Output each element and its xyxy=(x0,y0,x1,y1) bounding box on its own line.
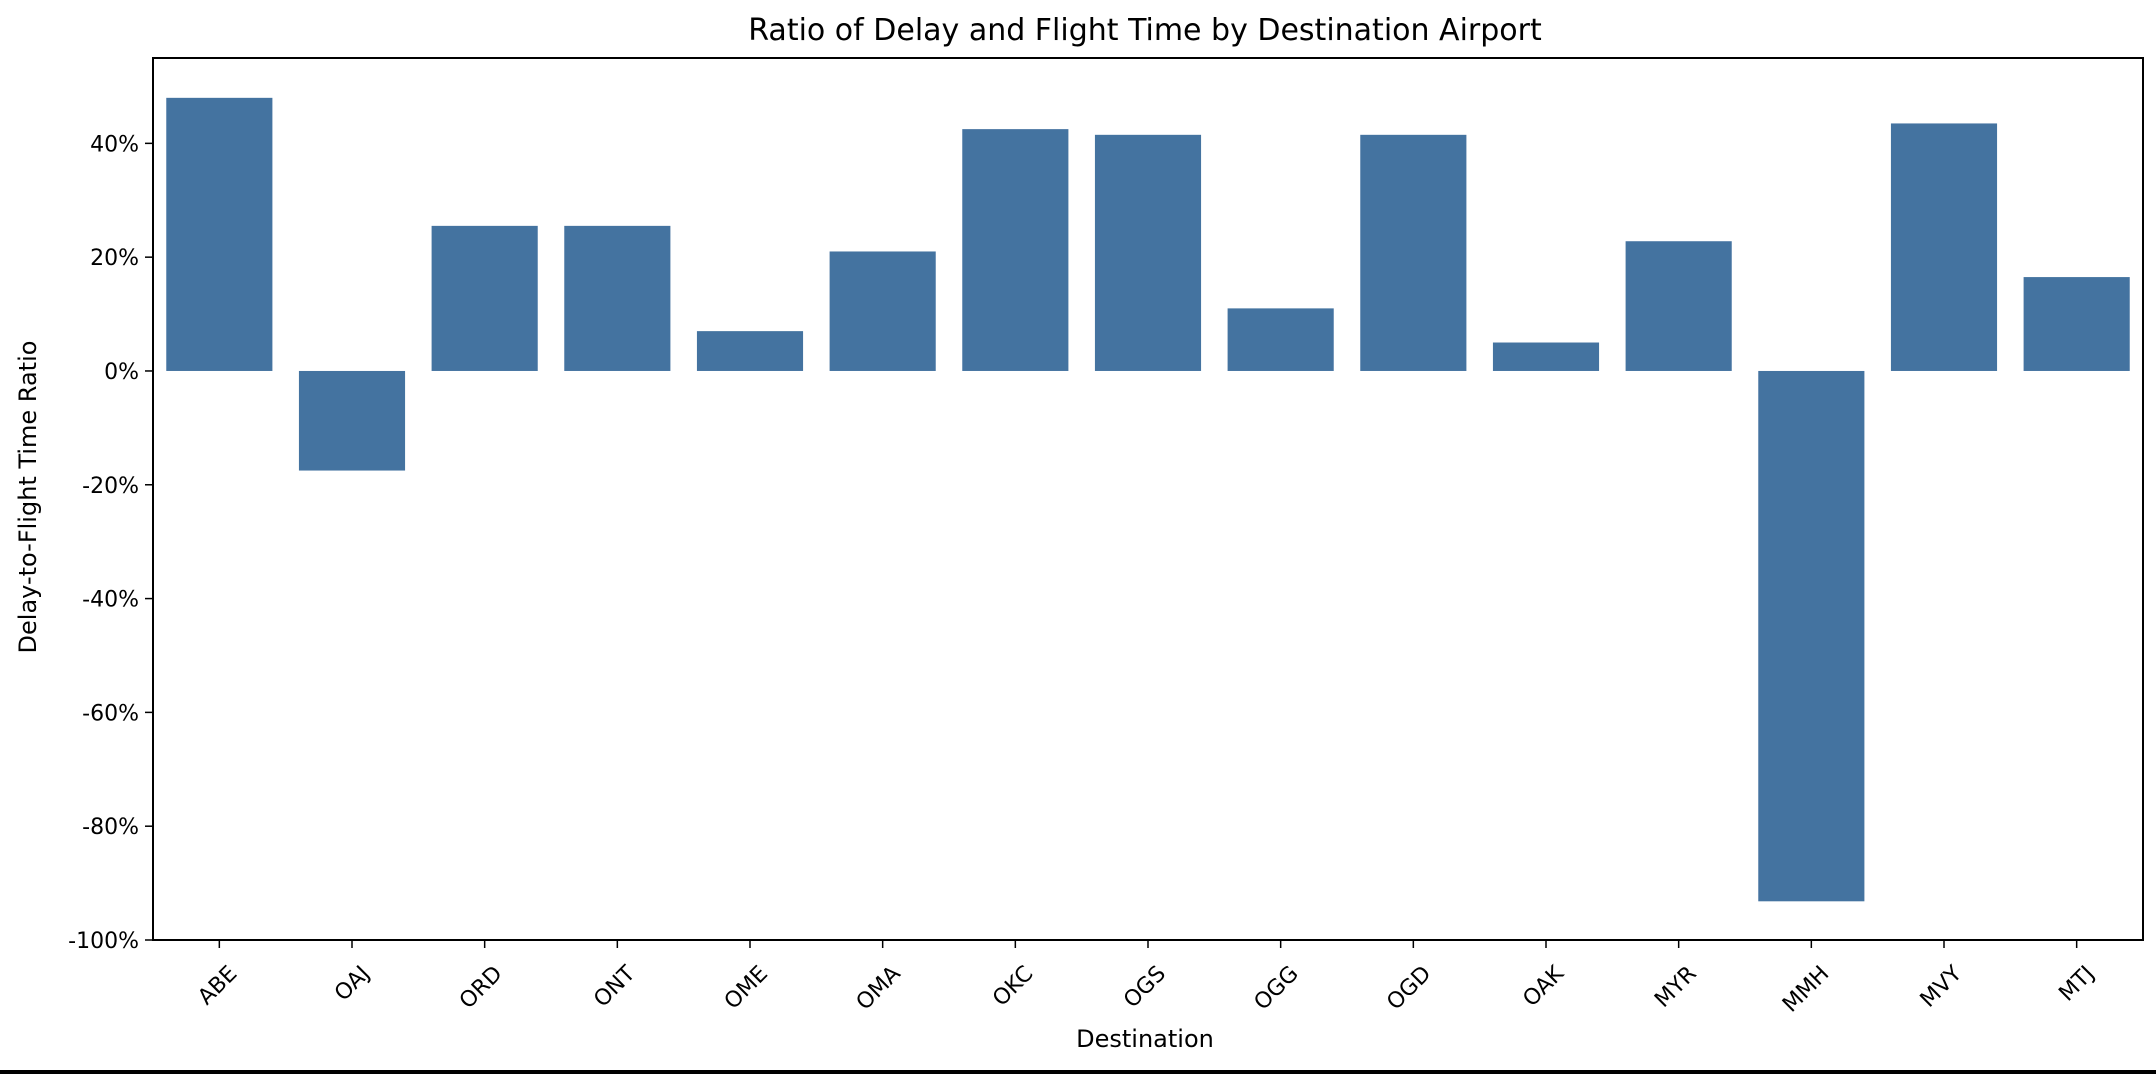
x-tick-label: OGG xyxy=(1250,961,1304,1015)
x-tick-label: OAJ xyxy=(330,961,375,1006)
x-tick-label: MTJ xyxy=(2054,961,2099,1006)
bar-oak xyxy=(1492,342,1600,371)
y-tick-label: -20% xyxy=(82,474,139,499)
x-tick-label: OME xyxy=(720,961,773,1014)
x-tick-label: OMA xyxy=(852,961,906,1015)
bar-abe xyxy=(166,97,273,371)
x-tick-label: ONT xyxy=(589,961,640,1012)
bar-okc xyxy=(962,129,1069,371)
bar-ogs xyxy=(1094,134,1202,371)
x-tick-label: OAK xyxy=(1519,961,1570,1012)
bar-mtj xyxy=(2023,277,2130,371)
y-tick-label: 0% xyxy=(104,360,139,385)
bar-ogg xyxy=(1227,308,1334,371)
y-tick-label: -60% xyxy=(82,701,139,726)
y-axis-label: Delay-to-Flight Time Ratio xyxy=(14,341,42,654)
bar-mmh xyxy=(1758,370,1865,902)
bar-ord xyxy=(431,225,538,371)
chart-title: Ratio of Delay and Flight Time by Destin… xyxy=(748,13,1542,48)
x-tick-label: MVY xyxy=(1916,961,1968,1013)
y-tick-label: -40% xyxy=(82,588,139,613)
bar-ont xyxy=(564,225,671,371)
x-tick-label: ORD xyxy=(455,961,508,1014)
y-tick-label: -80% xyxy=(82,815,139,840)
bar-oaj xyxy=(298,370,406,471)
x-axis-label: Destination xyxy=(1076,1025,1214,1053)
x-tick-label: OKC xyxy=(988,961,1038,1011)
plot-frame xyxy=(152,57,2144,941)
bar-ogd xyxy=(1360,134,1467,371)
x-tick-label: ABE xyxy=(194,961,243,1010)
bar-ome xyxy=(696,331,804,371)
bars-layer xyxy=(166,97,2130,902)
y-tick-label: 20% xyxy=(90,246,139,271)
x-tick-label: MYR xyxy=(1650,961,1701,1012)
bar-myr xyxy=(1625,241,1732,371)
x-tick-label: OGD xyxy=(1382,961,1436,1015)
x-tick-label: OGS xyxy=(1119,961,1171,1013)
y-tick-label: 40% xyxy=(90,132,139,157)
y-tick-label: -100% xyxy=(68,929,139,954)
bar-mvy xyxy=(1890,123,1998,371)
x-tick-label: MMH xyxy=(1778,961,1834,1017)
bottom-border xyxy=(0,1070,2156,1074)
bar-oma xyxy=(829,251,936,371)
